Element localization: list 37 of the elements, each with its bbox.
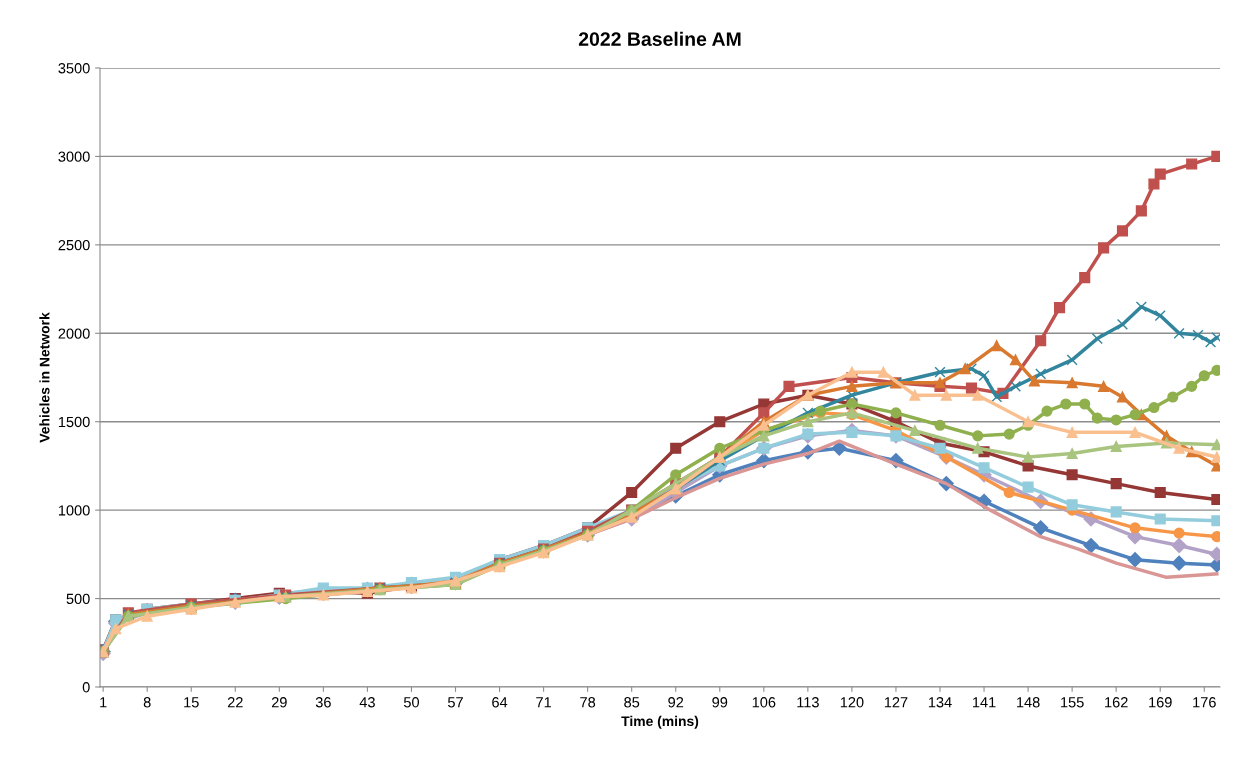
- x-tick-label: 169: [1149, 697, 1172, 708]
- chart-title: 2022 Baseline AM: [578, 31, 741, 46]
- y-tick-label: 0: [82, 682, 90, 693]
- y-tick-label: 3500: [58, 63, 90, 74]
- x-tick-label: 8: [143, 697, 151, 708]
- x-tick-label: 141: [972, 697, 996, 708]
- x-tick-label: 15: [184, 697, 199, 708]
- x-tick-label: 127: [884, 697, 908, 708]
- x-tick-label: 50: [403, 697, 419, 708]
- y-tick-label: 1000: [58, 505, 90, 516]
- y-tick-label: 3000: [58, 151, 90, 162]
- y-tick-label: 2000: [58, 328, 90, 339]
- x-axis-title: Time (mins): [621, 715, 699, 729]
- x-tick-label: 92: [668, 697, 684, 708]
- x-tick-label: 64: [492, 697, 508, 708]
- x-tick-label: 71: [536, 697, 551, 708]
- x-tick-label: 155: [1061, 697, 1084, 708]
- y-tick-label: 1500: [58, 416, 90, 428]
- x-tick-label: 43: [359, 697, 375, 708]
- x-tick-label: 134: [928, 697, 952, 708]
- x-tick-label: 85: [624, 697, 640, 708]
- x-tick-label: 176: [1193, 697, 1216, 708]
- x-tick-label: 162: [1105, 697, 1128, 708]
- x-tick-label: 113: [797, 697, 819, 708]
- y-axis-title: Vehicles in Network: [39, 312, 50, 443]
- x-tick-label: 106: [752, 697, 776, 708]
- x-tick-label: 36: [315, 697, 331, 708]
- x-tick-label: 148: [1017, 697, 1040, 708]
- y-tick-label: 500: [66, 593, 90, 604]
- x-tick-label: 120: [840, 697, 864, 708]
- x-tick-label: 78: [580, 697, 596, 708]
- x-tick-label: 1: [100, 697, 107, 708]
- x-tick-label: 29: [271, 697, 287, 708]
- y-tick-label: 2500: [58, 239, 90, 251]
- x-tick-label: 99: [712, 697, 728, 708]
- x-tick-label: 57: [447, 697, 463, 708]
- x-tick-label: 22: [227, 697, 243, 708]
